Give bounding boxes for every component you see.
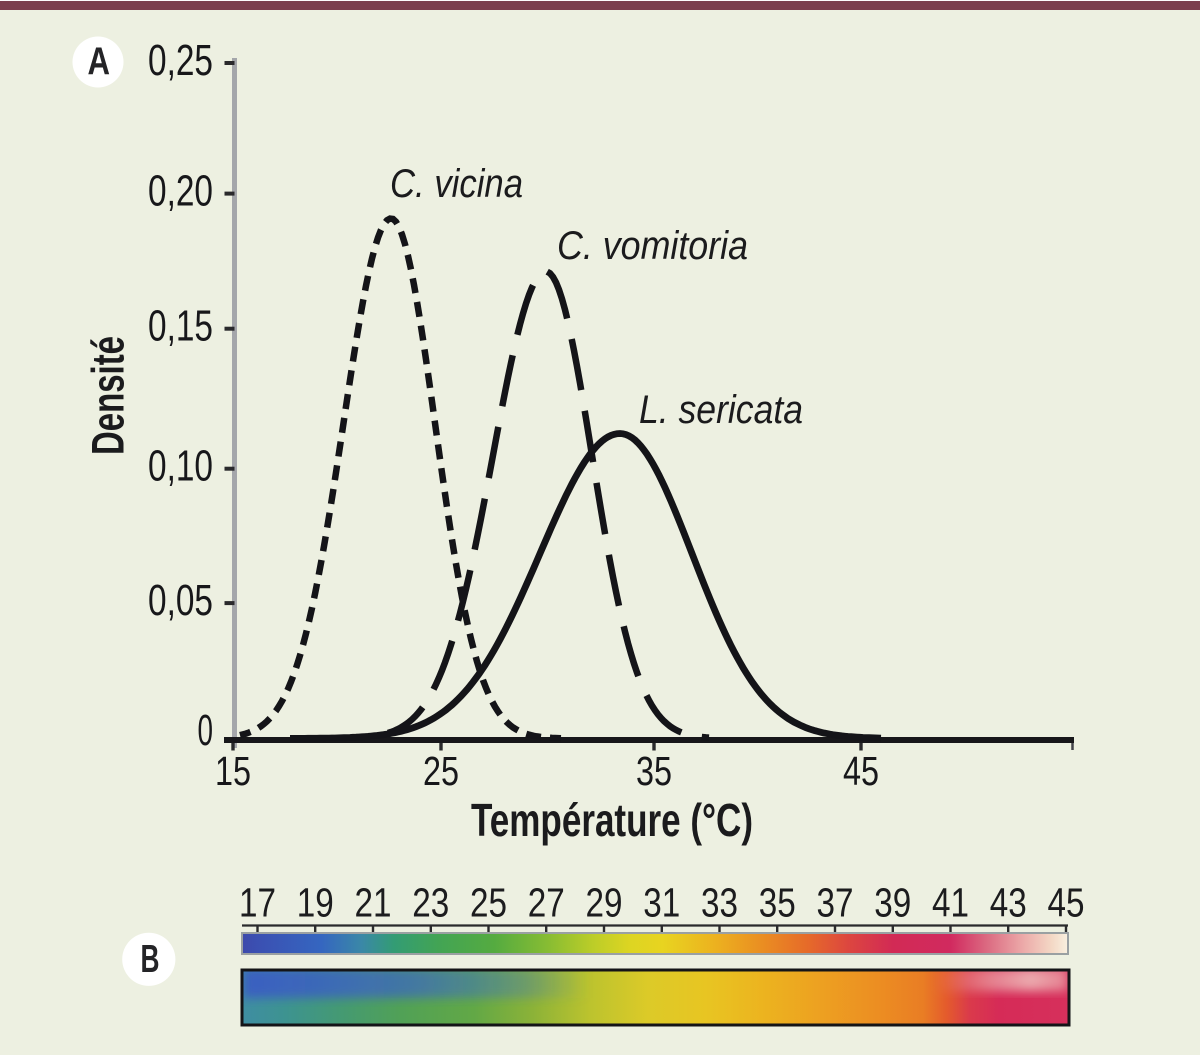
svg-text:29: 29: [586, 880, 623, 926]
svg-text:41: 41: [932, 880, 969, 926]
svg-text:0,20: 0,20: [148, 167, 213, 216]
svg-text:43: 43: [990, 880, 1027, 926]
svg-text:A: A: [88, 40, 111, 83]
svg-text:31: 31: [643, 880, 680, 926]
svg-text:23: 23: [412, 880, 449, 926]
svg-text:35: 35: [759, 880, 796, 926]
svg-text:Température (°C): Température (°C): [471, 794, 753, 846]
svg-text:33: 33: [701, 880, 738, 926]
svg-text:0,05: 0,05: [148, 576, 213, 625]
svg-text:25: 25: [470, 880, 507, 926]
svg-text:37: 37: [817, 880, 854, 926]
svg-text:25: 25: [423, 748, 459, 794]
svg-text:C. vomitoria: C. vomitoria: [557, 224, 748, 268]
svg-text:45: 45: [843, 748, 879, 794]
svg-text:L. sericata: L. sericata: [639, 388, 803, 432]
svg-text:0: 0: [198, 706, 214, 755]
svg-text:0,25: 0,25: [148, 36, 213, 85]
svg-text:B: B: [141, 938, 160, 981]
svg-text:17: 17: [239, 880, 276, 926]
svg-text:45: 45: [1048, 880, 1085, 926]
svg-text:27: 27: [528, 880, 565, 926]
svg-text:Densité: Densité: [83, 336, 134, 455]
svg-text:35: 35: [636, 748, 672, 794]
svg-text:21: 21: [355, 880, 392, 926]
svg-text:19: 19: [297, 880, 334, 926]
svg-text:C. vicina: C. vicina: [390, 162, 523, 206]
svg-text:39: 39: [874, 880, 911, 926]
svg-text:0,15: 0,15: [148, 302, 213, 351]
svg-text:15: 15: [215, 748, 251, 794]
svg-text:0,10: 0,10: [148, 442, 213, 491]
